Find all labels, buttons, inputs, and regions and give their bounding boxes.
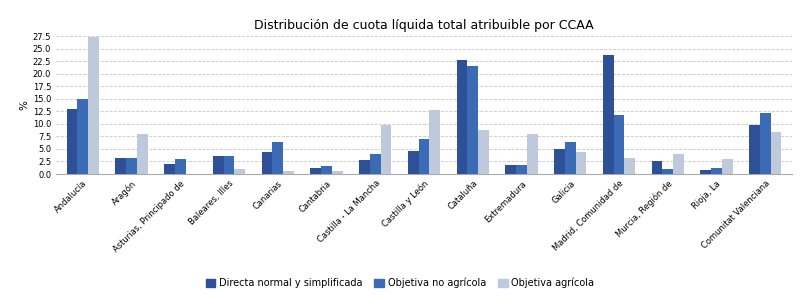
Bar xyxy=(506,166,516,174)
Bar xyxy=(430,110,440,174)
Bar xyxy=(137,134,148,174)
Bar xyxy=(273,142,283,174)
Bar xyxy=(624,158,635,174)
Bar xyxy=(603,55,614,174)
Bar xyxy=(224,156,234,174)
Bar xyxy=(554,149,565,174)
Bar xyxy=(381,125,391,174)
Legend: Directa normal y simplificada, Objetiva no agrícola, Objetiva agrícola: Directa normal y simplificada, Objetiva … xyxy=(202,274,598,292)
Bar xyxy=(164,164,175,174)
Bar xyxy=(283,171,294,174)
Bar xyxy=(760,113,770,174)
Bar xyxy=(321,166,332,174)
Bar xyxy=(370,154,381,174)
Bar xyxy=(749,125,760,174)
Bar xyxy=(614,115,624,174)
Bar xyxy=(262,152,273,174)
Bar xyxy=(78,99,88,174)
Bar xyxy=(213,156,224,174)
Bar xyxy=(565,142,575,174)
Bar xyxy=(310,168,321,174)
Bar xyxy=(457,60,467,174)
Bar xyxy=(527,134,538,174)
Y-axis label: %: % xyxy=(20,100,30,110)
Bar xyxy=(516,165,527,174)
Bar xyxy=(662,169,673,174)
Bar xyxy=(418,140,430,174)
Bar xyxy=(115,158,126,174)
Bar xyxy=(408,151,418,174)
Bar xyxy=(700,170,711,174)
Bar xyxy=(359,160,370,174)
Bar xyxy=(770,132,782,174)
Bar xyxy=(88,37,99,174)
Bar xyxy=(234,169,245,174)
Bar xyxy=(575,152,586,174)
Bar xyxy=(711,169,722,174)
Bar xyxy=(332,172,342,174)
Bar xyxy=(478,130,489,174)
Bar xyxy=(175,159,186,174)
Bar xyxy=(467,66,478,174)
Bar xyxy=(722,159,733,174)
Bar xyxy=(66,109,78,174)
Bar xyxy=(126,158,137,174)
Title: Distribución de cuota líquida total atribuible por CCAA: Distribución de cuota líquida total atri… xyxy=(254,19,594,32)
Bar xyxy=(652,161,662,174)
Bar xyxy=(673,154,684,174)
